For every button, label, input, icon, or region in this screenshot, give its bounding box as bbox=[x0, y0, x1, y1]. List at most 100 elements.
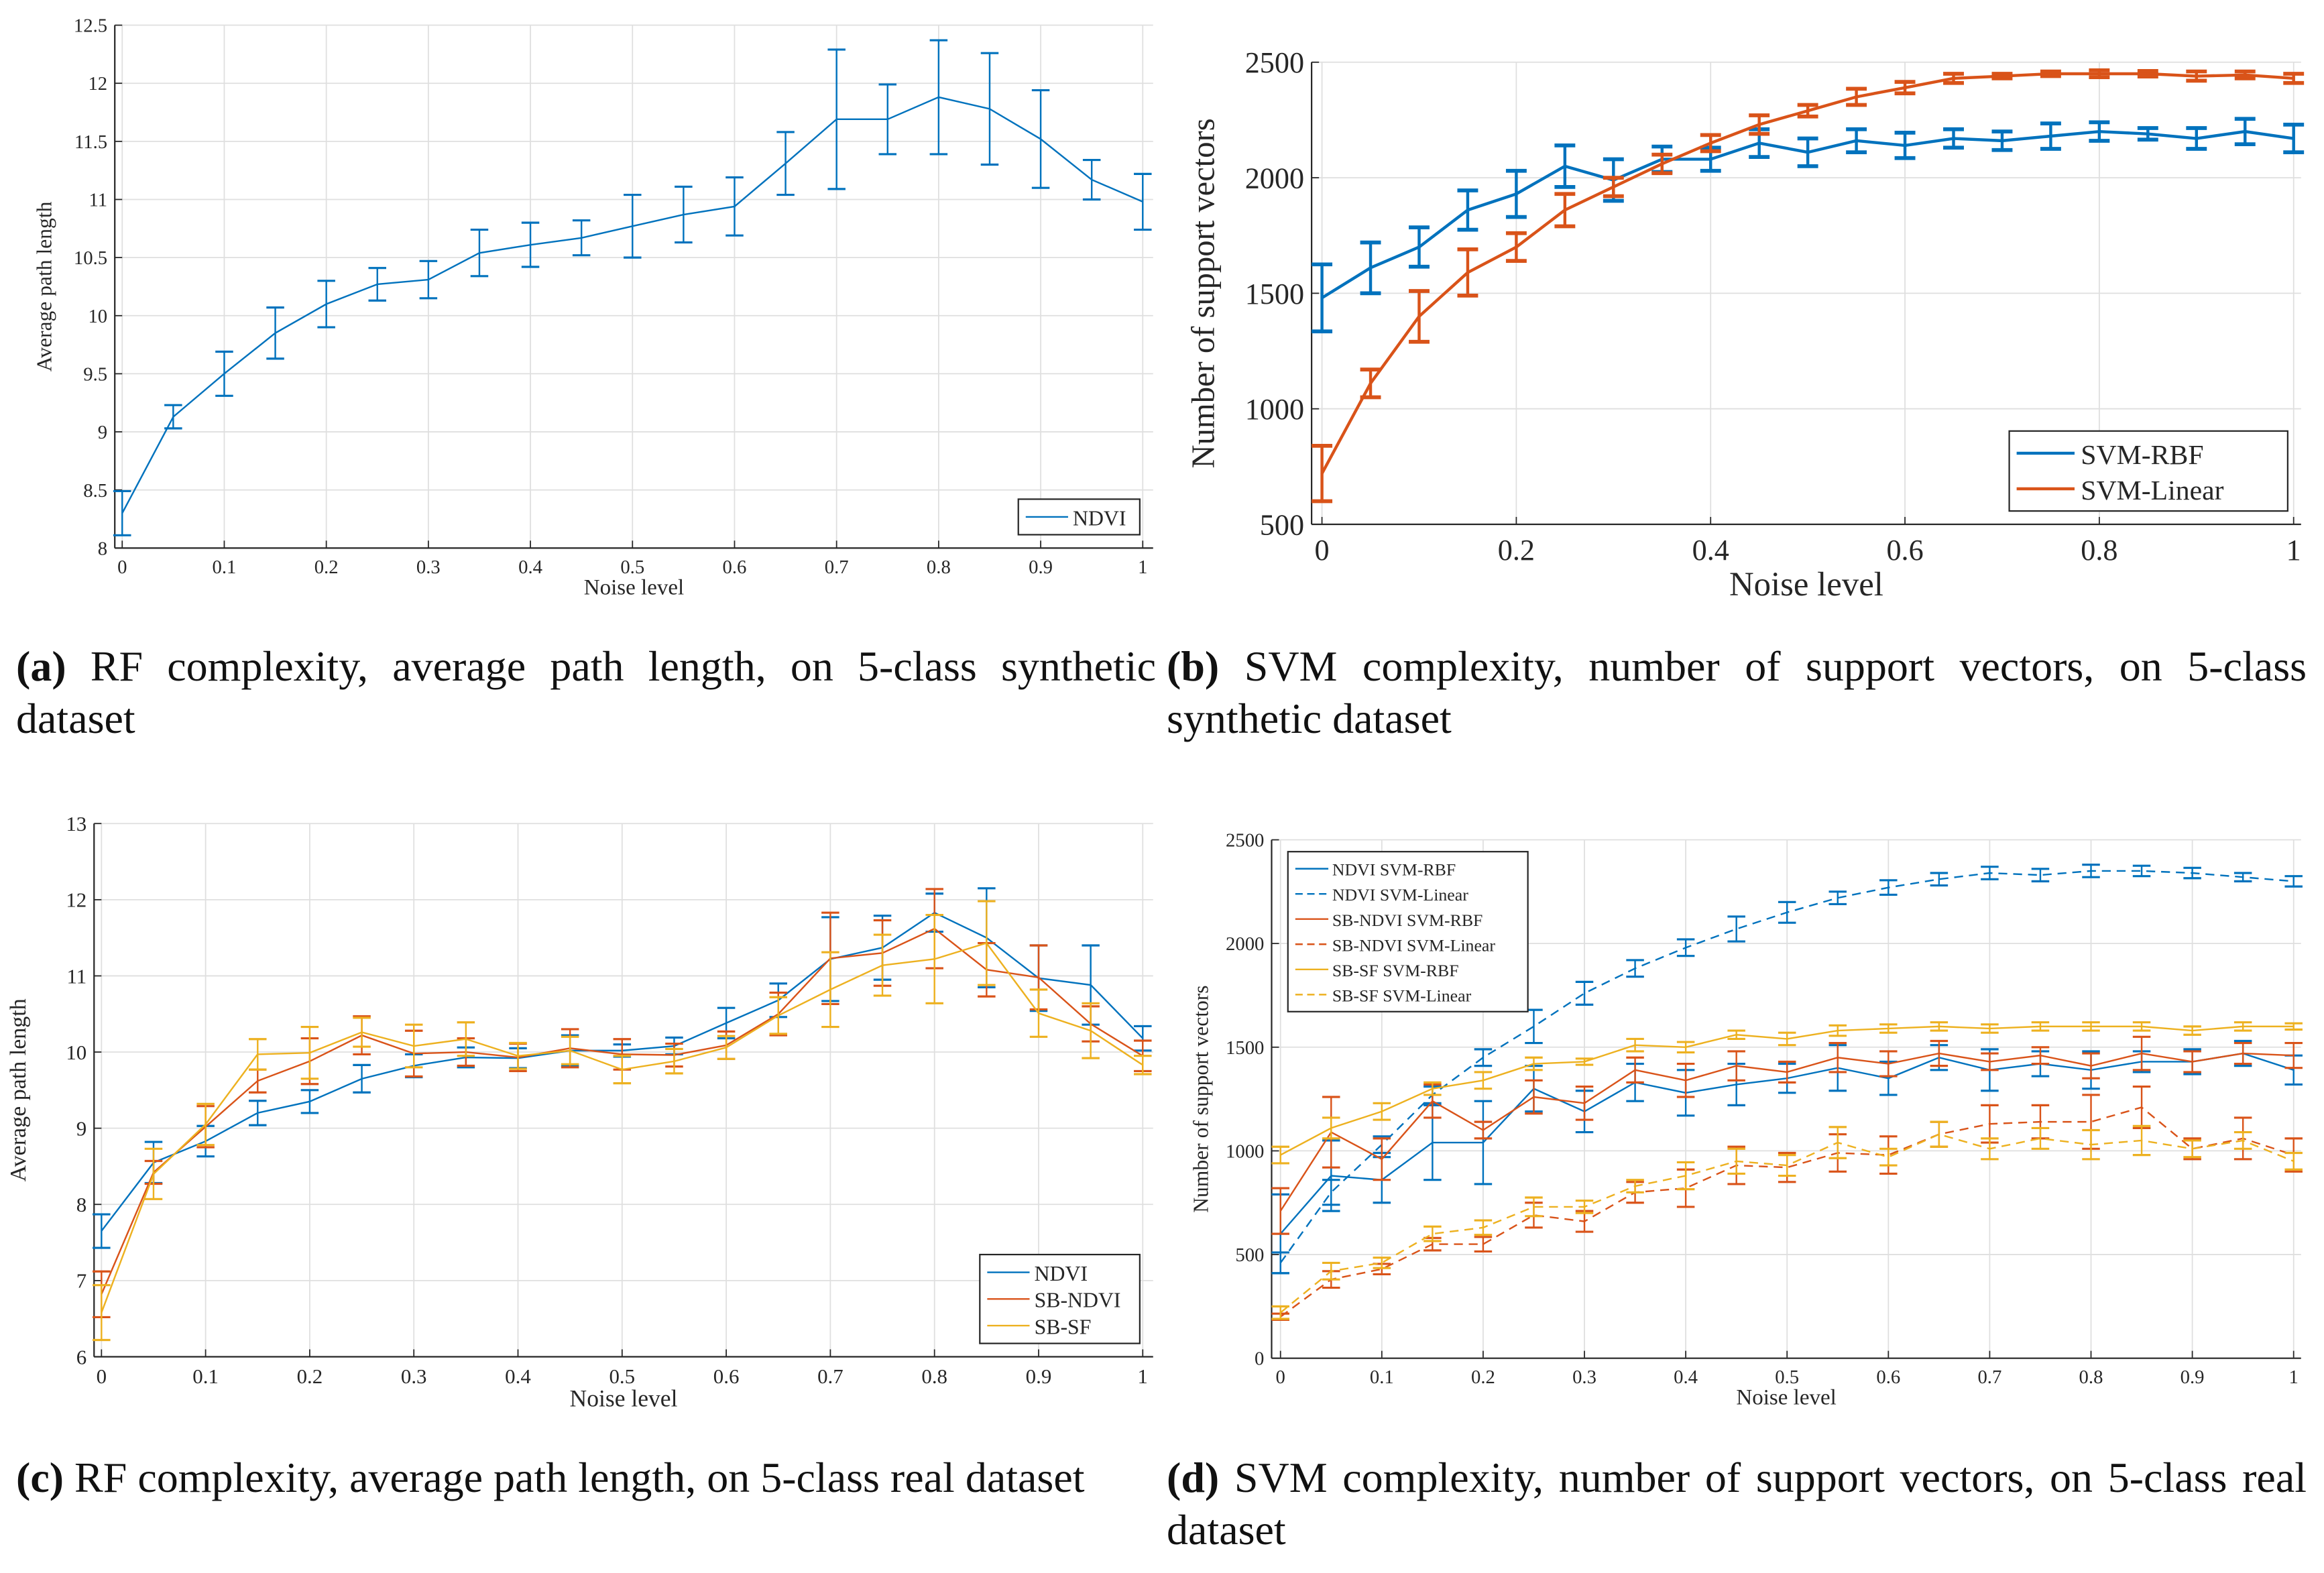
caption-label: (c) bbox=[16, 1454, 64, 1501]
error-bar bbox=[2284, 1042, 2303, 1069]
error-bar bbox=[2284, 1022, 2303, 1031]
error-bar bbox=[1981, 1023, 1999, 1034]
error-bar bbox=[1575, 980, 1594, 1006]
x-tick-label: 0.6 bbox=[713, 1364, 740, 1388]
error-bar bbox=[1505, 231, 1527, 264]
error-bar bbox=[1457, 247, 1478, 298]
error-bar bbox=[2284, 875, 2303, 888]
y-tick-label: 11 bbox=[66, 964, 86, 988]
error-bar bbox=[1943, 127, 1964, 150]
error-bar bbox=[196, 1102, 215, 1147]
error-bar bbox=[1797, 103, 1818, 119]
error-bar bbox=[1031, 89, 1050, 189]
x-tick-label: 0.1 bbox=[192, 1364, 219, 1388]
error-bar bbox=[1322, 1179, 1340, 1206]
y-tick-label: 10 bbox=[88, 306, 107, 327]
error-bar bbox=[2183, 1050, 2201, 1073]
x-tick-label: 0.3 bbox=[1572, 1366, 1596, 1388]
x-tick-label: 0.5 bbox=[609, 1364, 635, 1388]
error-bar bbox=[2089, 68, 2110, 80]
error-bar bbox=[1778, 1154, 1796, 1177]
error-bar bbox=[1474, 1219, 1493, 1236]
error-bar bbox=[1700, 133, 1721, 154]
y-tick-label: 9.5 bbox=[83, 363, 107, 385]
error-bar bbox=[1828, 1042, 1847, 1073]
error-bar bbox=[1828, 1126, 1847, 1159]
caption-text: SVM complexity, number of support vector… bbox=[1167, 1454, 2307, 1554]
error-bar bbox=[1943, 72, 1964, 85]
error-bar bbox=[1778, 900, 1796, 924]
error-bar bbox=[561, 1035, 579, 1065]
error-bar bbox=[1879, 1147, 1898, 1167]
error-bar bbox=[93, 1213, 111, 1249]
error-bar bbox=[2132, 1085, 2151, 1129]
error-bar bbox=[521, 221, 540, 268]
error-bar bbox=[1082, 158, 1101, 201]
legend-label: SB-NDVI SVM-RBF bbox=[1332, 911, 1483, 930]
error-bar bbox=[776, 131, 795, 196]
error-bar bbox=[368, 267, 387, 302]
error-bar bbox=[1828, 1024, 1847, 1037]
error-bar bbox=[1797, 136, 1818, 168]
error-bar bbox=[1749, 113, 1770, 136]
chart-d: 0 0.1 0.2 0.3 0.4 0.5 0.6 0.7 0.8 0.9 1 0 500 1000 150… bbox=[1189, 830, 2303, 1410]
error-bar bbox=[1778, 1060, 1796, 1084]
error-bar bbox=[1651, 152, 1673, 176]
caption-label: (d) bbox=[1167, 1454, 1220, 1501]
error-bar bbox=[144, 1147, 163, 1200]
error-bar bbox=[1727, 1147, 1745, 1175]
error-bar bbox=[1879, 879, 1898, 896]
error-bar bbox=[215, 350, 233, 397]
x-tick-label: 1 bbox=[1138, 1364, 1148, 1388]
x-tick-label: 0.2 bbox=[1498, 534, 1535, 567]
error-bar bbox=[1474, 1236, 1493, 1252]
y-tick-label: 12 bbox=[66, 888, 86, 912]
error-bar bbox=[1082, 1002, 1100, 1059]
caption-label: (b) bbox=[1167, 642, 1220, 690]
error-bar bbox=[1505, 168, 1527, 219]
error-bar bbox=[2183, 1025, 2201, 1036]
series-line bbox=[1280, 1106, 2294, 1318]
x-axis-label: Noise level bbox=[584, 575, 684, 599]
y-tick-label: 2500 bbox=[1226, 830, 1264, 852]
y-tick-label: 2500 bbox=[1245, 46, 1304, 79]
x-tick-label: 0.4 bbox=[518, 557, 542, 578]
error-bar bbox=[1828, 890, 1847, 905]
caption-a: (a) RF complexity, average path length, … bbox=[16, 640, 1156, 745]
error-bar bbox=[1894, 131, 1916, 160]
error-bar bbox=[1991, 129, 2013, 152]
error-bar bbox=[249, 1038, 267, 1071]
error-bar bbox=[2040, 69, 2061, 78]
y-tick-label: 11 bbox=[89, 190, 108, 211]
series-sb-sf bbox=[93, 900, 1152, 1342]
error-bar bbox=[300, 1089, 319, 1114]
y-tick-label: 13 bbox=[66, 812, 86, 835]
error-bar bbox=[1930, 1039, 1949, 1067]
error-bar bbox=[1727, 1050, 1745, 1082]
error-bar bbox=[725, 176, 744, 237]
x-tick-label: 0.9 bbox=[1029, 557, 1053, 578]
x-tick-label: 0.8 bbox=[927, 557, 951, 578]
y-tick-label: 1000 bbox=[1226, 1141, 1264, 1162]
x-tick-label: 0.1 bbox=[1370, 1366, 1394, 1388]
x-tick-label: 0.6 bbox=[1886, 534, 1923, 567]
caption-b: (b) SVM complexity, number of support ve… bbox=[1167, 640, 2307, 745]
error-bar bbox=[1879, 1050, 1898, 1077]
y-tick-label: 10 bbox=[66, 1041, 86, 1064]
error-bar bbox=[419, 259, 438, 300]
chart-a: 0 0.1 0.2 0.3 0.4 0.5 0.6 0.7 0.8 0.9 1 8 8.5 9 9.5 10 1… bbox=[32, 15, 1153, 599]
legend-box bbox=[2008, 430, 2288, 512]
error-bar bbox=[1360, 367, 1381, 400]
error-bar bbox=[1846, 127, 1867, 155]
error-bar bbox=[404, 1023, 423, 1069]
y-tick-label: 9 bbox=[98, 422, 107, 443]
x-tick-label: 0.7 bbox=[825, 557, 849, 578]
y-tick-label: 7 bbox=[76, 1269, 86, 1293]
x-tick-label: 0.3 bbox=[416, 557, 441, 578]
error-bar bbox=[249, 1100, 267, 1126]
error-bar bbox=[1981, 1137, 1999, 1161]
error-bar bbox=[873, 933, 892, 997]
y-tick-label: 1500 bbox=[1226, 1037, 1264, 1059]
error-bar bbox=[509, 1041, 527, 1070]
error-bar bbox=[2186, 126, 2207, 151]
